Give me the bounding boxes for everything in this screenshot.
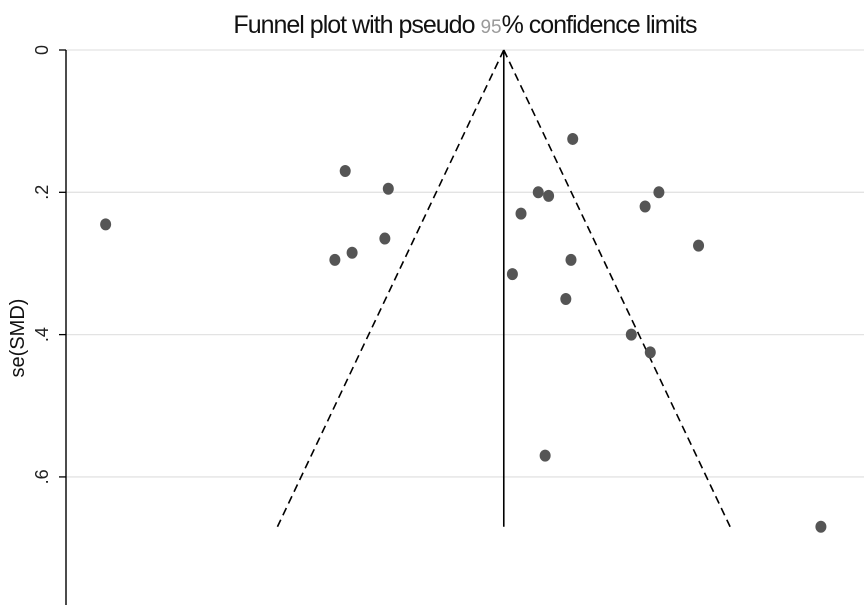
study-point xyxy=(539,449,551,462)
study-point xyxy=(329,253,341,266)
y-tick-label: .4 xyxy=(32,327,52,342)
y-axis-ticks: 0 .2 .4 .6 xyxy=(32,45,66,484)
study-point xyxy=(644,346,656,359)
chart-title-part-2: 95 xyxy=(480,17,501,38)
study-point xyxy=(515,207,527,220)
y-tick-label: .6 xyxy=(32,469,52,484)
study-point xyxy=(815,520,827,533)
study-point xyxy=(100,218,112,231)
study-point xyxy=(639,200,651,213)
study-point xyxy=(382,182,394,195)
upper-confidence-limit xyxy=(503,49,731,528)
study-point xyxy=(565,253,577,266)
study-point xyxy=(379,232,391,245)
chart-title-part-1: Funnel plot with pseudo xyxy=(233,11,480,39)
study-point xyxy=(567,132,579,145)
pseudo-confidence-limits xyxy=(276,49,731,528)
study-point xyxy=(506,268,518,281)
lower-confidence-limit xyxy=(276,49,505,528)
study-point xyxy=(653,186,665,199)
study-point xyxy=(346,246,358,259)
study-points xyxy=(100,132,827,533)
study-point xyxy=(693,239,705,252)
study-point xyxy=(532,186,544,199)
gridlines xyxy=(66,49,864,478)
chart-title-part-3: % confidence limits xyxy=(502,11,697,39)
study-point xyxy=(543,189,555,202)
study-point xyxy=(625,328,637,341)
y-axis-title: se(SMD) xyxy=(7,299,29,378)
y-tick-label: .2 xyxy=(32,185,52,200)
study-point xyxy=(560,293,572,306)
study-point xyxy=(339,164,351,177)
y-tick-label: 0 xyxy=(32,45,52,55)
chart-title: Funnel plot with pseudo 95% confidence l… xyxy=(233,11,697,39)
